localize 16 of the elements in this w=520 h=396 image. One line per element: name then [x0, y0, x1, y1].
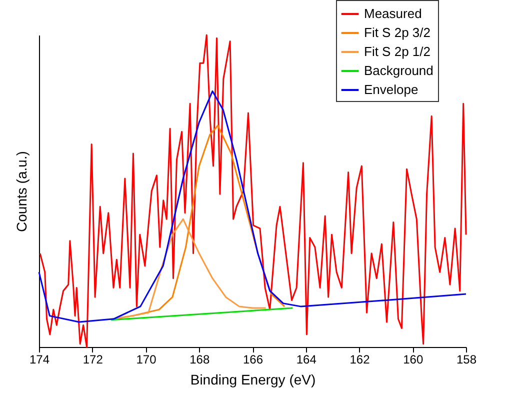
x-tick-label: 158 [456, 352, 477, 366]
legend-label: Measured [364, 6, 422, 21]
x-tick-label: 168 [190, 352, 210, 366]
y-axis-title: Counts (a.u.) [14, 151, 30, 232]
x-axis-title: Binding Energy (eV) [190, 372, 316, 388]
x-tick-label: 174 [29, 352, 50, 366]
x-tick-label: 170 [136, 352, 157, 366]
legend-label: Background [364, 63, 434, 78]
x-tick-label: 162 [350, 352, 370, 366]
x-tick-label: 172 [82, 352, 104, 366]
legend-label: Fit S 2p 1/2 [364, 44, 430, 59]
legend-label: Fit S 2p 3/2 [364, 25, 430, 40]
x-tick-label: 166 [242, 352, 264, 366]
legend-label: Envelope [364, 82, 418, 97]
x-tick-label: 160 [403, 352, 424, 366]
x-tick-label: 164 [296, 352, 317, 366]
